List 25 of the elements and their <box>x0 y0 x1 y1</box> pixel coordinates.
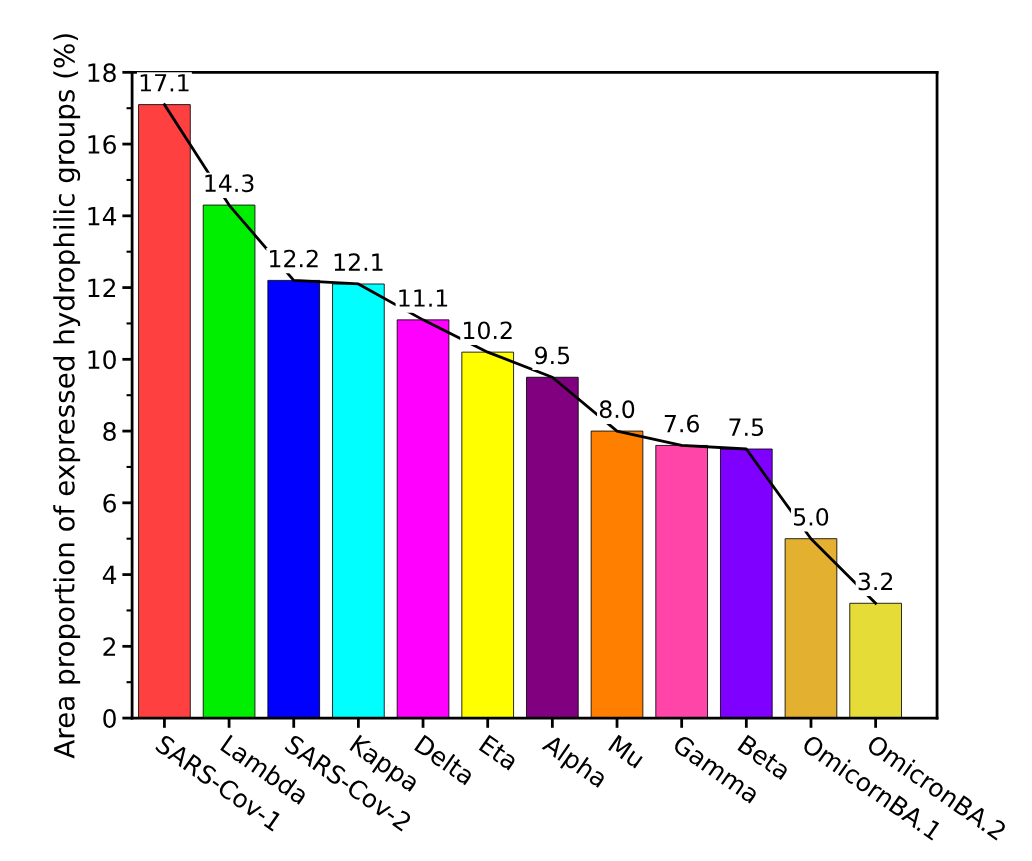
text: 12.1 <box>334 253 383 271</box>
text: 14.3 <box>205 174 254 193</box>
text: 8.0 <box>599 400 635 419</box>
text: 11.1 <box>399 289 448 307</box>
y-tick-label: 14 <box>88 207 117 226</box>
text: 5.0 <box>794 507 829 526</box>
y-tick-label: 12 <box>88 278 116 298</box>
x-tick-label: Mu <box>607 734 646 769</box>
y-tick-label: 0 <box>103 709 116 728</box>
text: 7.6 <box>664 414 699 433</box>
y-tick-label: 8 <box>103 422 116 441</box>
y-axis-title: Area proportion of expressed hydrophilic groups (%) <box>53 34 81 759</box>
y-tick-label: 10 <box>88 350 116 370</box>
text: 9.5 <box>535 346 570 365</box>
text: 3.2 <box>858 572 893 591</box>
y-tick-label: 6 <box>103 493 116 513</box>
y-tick-label: 16 <box>88 135 116 154</box>
y-tick-label: 18 <box>88 63 116 83</box>
text: 7.5 <box>729 418 764 437</box>
text: 12.2 <box>270 249 318 268</box>
text: 17.1 <box>140 74 189 92</box>
x-tick-label: Eta <box>478 734 519 771</box>
text: 10.2 <box>464 321 512 340</box>
y-tick-label: 2 <box>103 637 116 656</box>
y-tick-label: 4 <box>102 565 117 585</box>
